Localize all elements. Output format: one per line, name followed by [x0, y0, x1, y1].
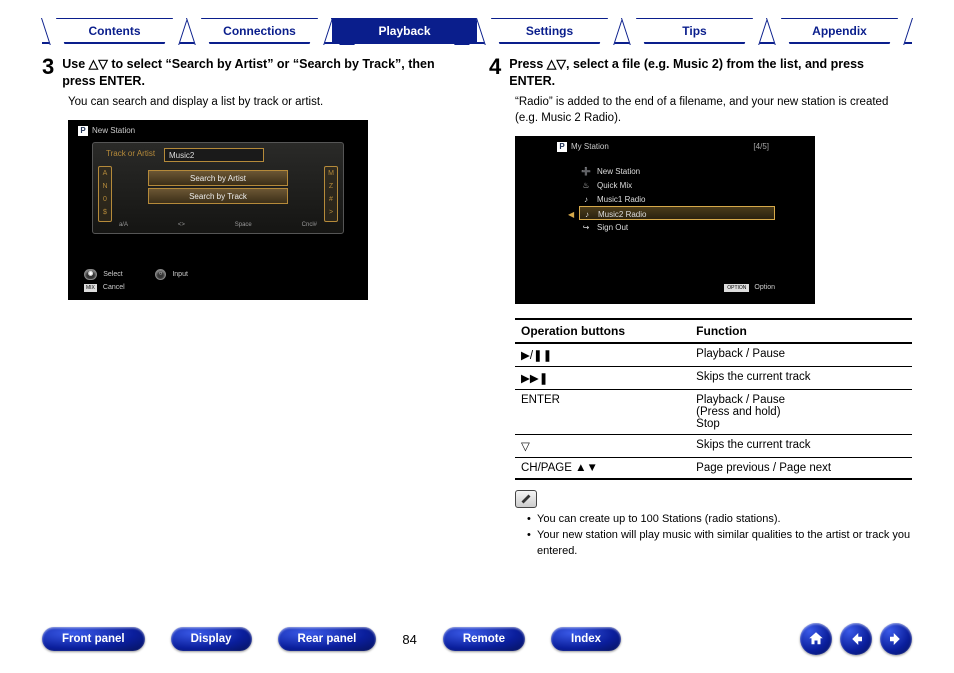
footer-front-panel[interactable]: Front panel [42, 627, 145, 651]
footer-index[interactable]: Index [551, 627, 621, 651]
tab-connections[interactable]: Connections [187, 18, 332, 42]
legend-key: ◉ [84, 269, 97, 280]
ops-button: ENTER [515, 389, 690, 434]
left-key-column: AN0$ [98, 166, 112, 222]
footer-remote[interactable]: Remote [443, 627, 525, 651]
pandora-icon: P [78, 126, 88, 136]
hint-label: Track or Artist [106, 149, 155, 158]
ops-head-buttons: Operation buttons [515, 319, 690, 343]
tab-tips[interactable]: Tips [622, 18, 767, 42]
tab-appendix[interactable]: Appendix [767, 18, 912, 42]
search-input-mock: Music2 [164, 148, 264, 162]
ops-button: CH/PAGE ▲▼ [515, 457, 690, 479]
ops-button: ▶/❚❚ [515, 343, 690, 367]
legend-text: Select [103, 271, 122, 278]
ops-button: ▶▶❚ [515, 366, 690, 389]
legend-key: MIX [84, 284, 97, 292]
screenshot-my-station: P My Station [4/5] ➕New Station♨Quick Mi… [515, 136, 815, 304]
footer: Front panel Display Rear panel 84 Remote In… [0, 623, 954, 655]
legend-key: ○ [155, 269, 167, 280]
tab-settings[interactable]: Settings [477, 18, 622, 42]
screenshot-new-station: P New Station Track or Artist Music2 AN0… [68, 120, 368, 300]
list-item: ♪Music1 Radio [579, 192, 775, 206]
step-number-3: 3 [42, 56, 54, 90]
home-icon[interactable] [800, 623, 832, 655]
note-item: Your new station will play music with si… [527, 528, 912, 560]
ops-function: Skips the current track [690, 366, 912, 389]
note-icon [515, 490, 537, 508]
list-item: ↪Sign Out [579, 220, 775, 234]
notes-list: You can create up to 100 Stations (radio… [515, 512, 912, 560]
top-tabs: ContentsConnectionsPlaybackSettingsTipsA… [42, 18, 912, 44]
page-number: 84 [392, 632, 426, 647]
step-number-4: 4 [489, 56, 501, 90]
ops-function: Skips the current track [690, 434, 912, 457]
ops-function: Page previous / Page next [690, 457, 912, 479]
step-heading-3: Use △▽ to select “Search by Artist” or “… [62, 56, 465, 90]
operations-table: Operation buttons Function ▶/❚❚Playback … [515, 318, 912, 480]
back-icon[interactable] [840, 623, 872, 655]
ops-head-function: Function [690, 319, 912, 343]
note-item: You can create up to 100 Stations (radio… [527, 512, 912, 528]
legend-text: Cancel [103, 284, 125, 291]
search-menu: Search by Artist Search by Track [148, 170, 288, 206]
list-item: ♨Quick Mix [579, 178, 775, 192]
station-list: ➕New Station♨Quick Mix♪Music1 Radio◀♪Mus… [579, 164, 775, 234]
ops-function: Playback / Pause(Press and hold)Stop [690, 389, 912, 434]
right-key-column: MZ#> [324, 166, 338, 222]
pandora-icon: P [557, 142, 567, 152]
step-heading-4: Press △▽, select a file (e.g. Music 2) f… [509, 56, 912, 90]
menu-item: Search by Artist [148, 170, 288, 186]
shot-title: New Station [92, 126, 135, 135]
list-item: ◀♪Music2 Radio [579, 206, 775, 220]
legend-text: Input [172, 271, 188, 278]
footer-rear-panel[interactable]: Rear panel [278, 627, 377, 651]
ops-function: Playback / Pause [690, 343, 912, 367]
shot2-title: My Station [571, 142, 609, 151]
option-text: Option [754, 284, 775, 291]
shot2-count: [4/5] [753, 142, 769, 151]
footer-display[interactable]: Display [171, 627, 252, 651]
step-sub-4: “Radio” is added to the end of a filenam… [515, 94, 912, 126]
ops-button: ▽ [515, 434, 690, 457]
bottom-hints: a/A<>SpaceCncl# [94, 220, 342, 230]
menu-item: Search by Track [148, 188, 288, 204]
tab-contents[interactable]: Contents [42, 18, 187, 42]
step-sub-3: You can search and display a list by tra… [68, 94, 465, 110]
tab-playback[interactable]: Playback [332, 18, 477, 42]
list-item: ➕New Station [579, 164, 775, 178]
forward-icon[interactable] [880, 623, 912, 655]
option-key: OPTION [724, 284, 749, 292]
